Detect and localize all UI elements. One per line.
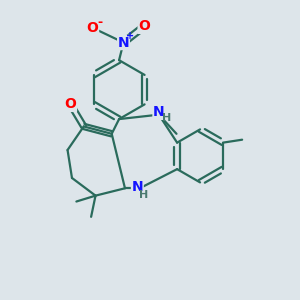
Text: H: H xyxy=(163,112,172,123)
Text: -: - xyxy=(98,16,103,29)
Text: +: + xyxy=(126,31,134,41)
Text: O: O xyxy=(64,98,76,111)
Text: N: N xyxy=(131,180,143,194)
Text: H: H xyxy=(140,190,149,200)
Text: O: O xyxy=(138,19,150,33)
Text: O: O xyxy=(87,21,98,35)
Text: N: N xyxy=(118,35,129,50)
Text: N: N xyxy=(153,105,165,119)
